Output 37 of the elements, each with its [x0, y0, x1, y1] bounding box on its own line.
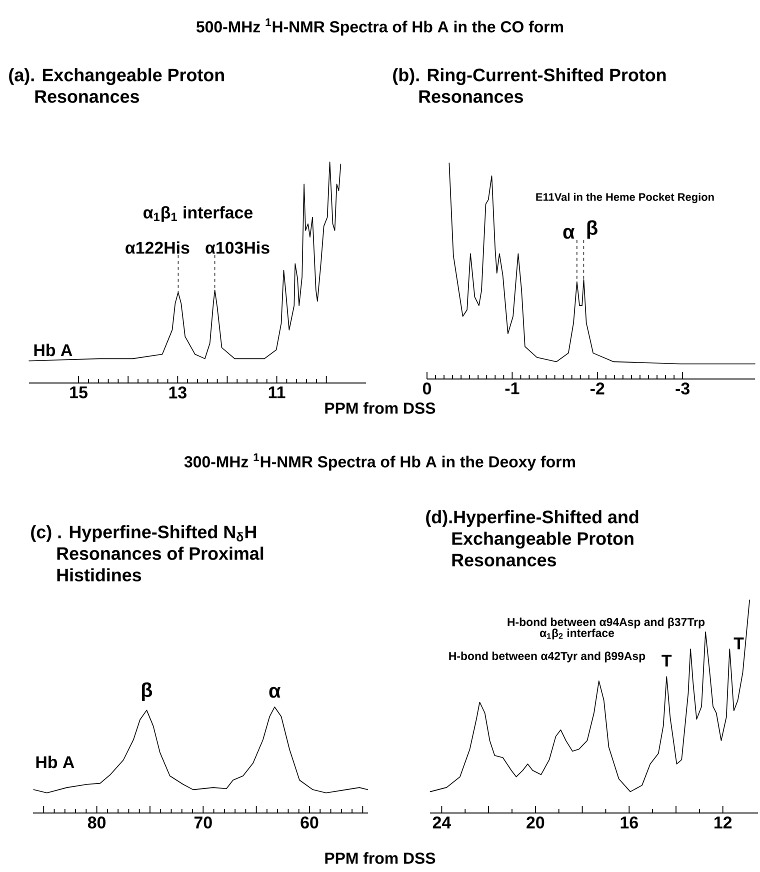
annotation: H-bond between α94Asp and β37Trp: [508, 618, 705, 628]
x-tick-label: 0: [422, 382, 432, 395]
chart-title: (c) . Hyperfine-Shifted N$_{δ}$H Resonances of Proximal Histidines: [31, 525, 264, 582]
annotation: α$_{1}$β$_{1}$ interface: [144, 206, 253, 222]
annotation: T: [734, 638, 744, 650]
annotation: Hb A: [36, 756, 74, 768]
annotation: Hb A: [34, 344, 72, 356]
x-tick-label: -1: [505, 382, 520, 394]
x-tick-label: 15: [70, 386, 88, 398]
chart-title: (a). Exchangeable Proton Resonances: [9, 68, 224, 103]
chart-title: (b). Ring-Current-Shifted Proton Resonances: [393, 68, 666, 103]
x-tick-label: 12: [714, 816, 732, 828]
annotation: H-bond between α42Tyr and β99Asp: [449, 652, 646, 662]
annotation: α122His: [126, 241, 190, 254]
x-tick-label: 16: [620, 816, 638, 829]
x-tick-label: 24: [432, 816, 452, 828]
annotation: α103His: [206, 241, 270, 254]
x-tick-label: 60: [300, 816, 318, 829]
annotation: E11Val in the Heme Pocket Region: [536, 192, 714, 204]
annotation: β: [587, 220, 598, 239]
annotation: α: [269, 686, 281, 698]
x-tick-label: -2: [590, 382, 604, 394]
text: 500-MHz $^{1}$H-NMR Spectra of Hb A in the CO form: [196, 18, 563, 36]
annotation: T: [662, 654, 672, 666]
x-axis-title: PPM from DSS: [325, 852, 436, 864]
annotation: α$_{1}$β$_{2}$ interface: [540, 628, 614, 640]
text: 300-MHz $^{1}$H-NMR Spectra of Hb A in the Deoxy form: [184, 453, 575, 471]
x-tick-label: 80: [88, 816, 106, 829]
annotation: α: [563, 228, 575, 239]
chart-title: (d).Hyperfine-Shifted and Exchangeable Proton Resonances: [426, 510, 638, 566]
x-tick-label: 11: [268, 386, 286, 398]
annotation: β: [142, 682, 152, 701]
x-tick-label: 20: [526, 816, 544, 829]
x-tick-label: -3: [676, 382, 690, 395]
x-tick-label: 70: [194, 816, 212, 829]
x-tick-label: 13: [169, 386, 186, 399]
x-axis-title: PPM from DSS: [325, 402, 436, 414]
